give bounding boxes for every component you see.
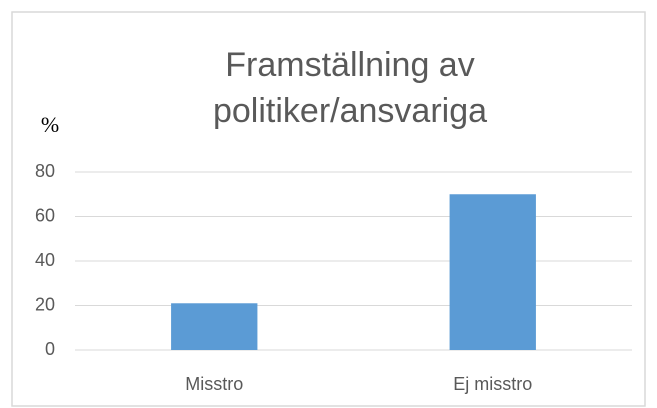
y-tick-label: 40 [35, 250, 55, 270]
x-tick-label: Misstro [185, 374, 243, 394]
chart-border [11, 11, 646, 407]
y-tick-label: 0 [45, 339, 55, 359]
x-tick-label: Ej misstro [453, 374, 532, 394]
y-axis-label: % [41, 112, 59, 137]
bar [171, 303, 258, 350]
bar [449, 194, 536, 350]
chart-title: Framställning av politiker/ansvariga [212, 46, 488, 130]
y-tick-label: 20 [35, 294, 55, 314]
y-tick-label: 60 [35, 205, 55, 225]
y-tick-label: 80 [35, 161, 55, 181]
